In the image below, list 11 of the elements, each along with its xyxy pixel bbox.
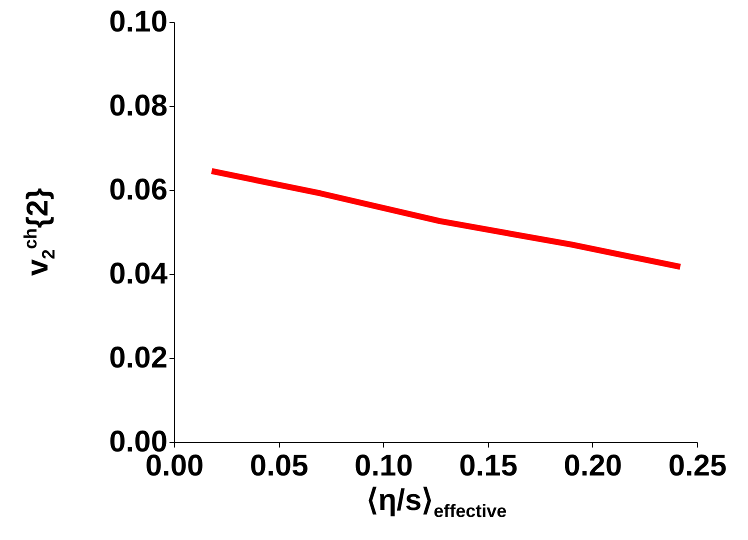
y-tick-label: 0.06 <box>109 174 168 206</box>
y-tick-label: 0.02 <box>109 342 168 374</box>
y-tick-label: 0.04 <box>109 258 168 290</box>
x-tick-label: 0.25 <box>668 450 727 482</box>
y-tick-label: 0.08 <box>109 90 168 122</box>
x-axis-title: ⟨η/s⟩$_{effective}$ <box>365 483 508 522</box>
x-tick-label: 0.10 <box>354 450 413 482</box>
x-tick-label: 0.20 <box>564 450 622 482</box>
x-tick-label: 0.05 <box>250 450 308 482</box>
y-tick-label: 0.10 <box>109 6 168 38</box>
x-tick-label: 0.15 <box>459 450 518 482</box>
